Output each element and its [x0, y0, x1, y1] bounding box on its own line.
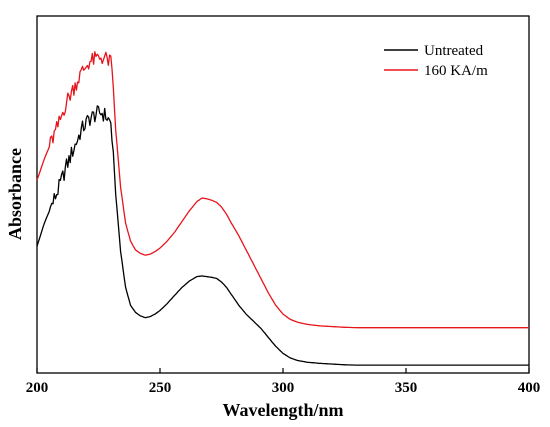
- x-tick-label: 300: [272, 380, 295, 396]
- x-axis-ticks: 200 250 300 350 400: [26, 368, 541, 396]
- x-tick-label: 250: [149, 380, 172, 396]
- legend-label: 160 KA/m: [424, 63, 488, 79]
- y-axis-title: Absorbance: [5, 148, 25, 240]
- legend: Untreated 160 KA/m: [384, 43, 488, 79]
- legend-label: Untreated: [424, 43, 484, 59]
- series-layer: [36, 51, 529, 366]
- x-tick-label: 400: [518, 380, 541, 396]
- x-axis-title: Wavelength/nm: [222, 400, 343, 420]
- x-tick-label: 350: [395, 380, 418, 396]
- series-line-0: [36, 105, 529, 366]
- series-line-1: [36, 51, 529, 329]
- x-tick-label: 200: [26, 380, 49, 396]
